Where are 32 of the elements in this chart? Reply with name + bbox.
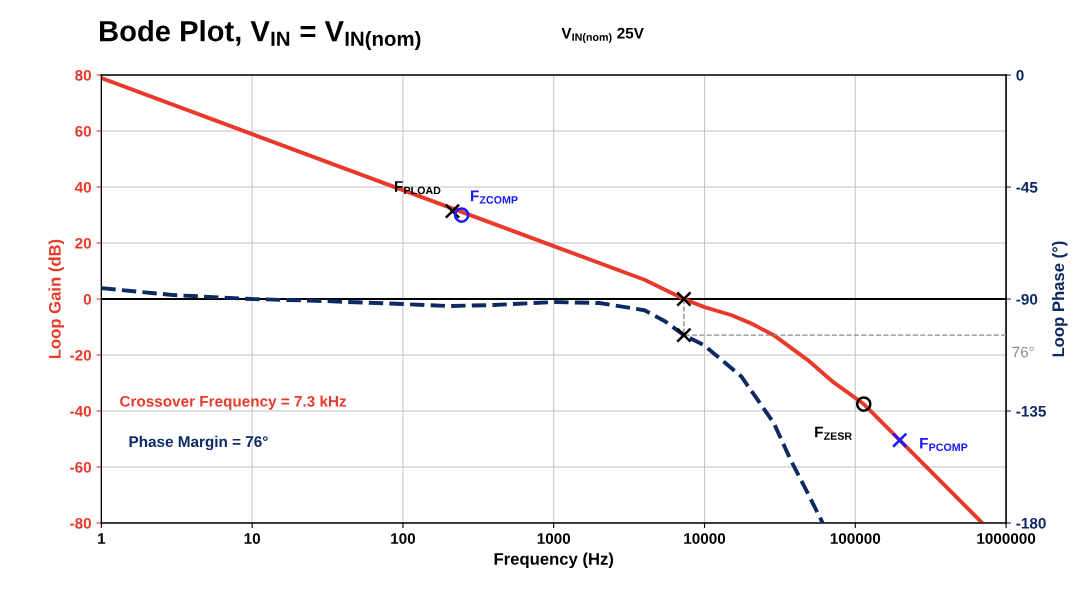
y-tick-label: 20 — [75, 237, 92, 249]
y-tick-label: -20 — [70, 349, 92, 361]
annotation: Phase Margin = 76° — [129, 435, 268, 451]
y-tick-label: 60 — [75, 125, 92, 137]
x-tick-label: 1000000 — [977, 533, 1036, 544]
x-tick-label: 10 — [244, 533, 261, 544]
y-tick-label: 40 — [74, 181, 92, 193]
x-tick-label: 100000 — [830, 533, 881, 544]
x-tick-label: 1 — [98, 533, 106, 544]
y2-tick-label: -45 — [1016, 182, 1038, 193]
y-tick-label: 0 — [83, 293, 92, 305]
y2-tick-label: -180 — [1016, 517, 1046, 529]
series-label: F$_{ZESR}$ — [815, 426, 852, 440]
y2-tick-label: -90 — [1016, 293, 1038, 305]
y-tick-label: 80 — [75, 69, 92, 81]
y2-tick-label: 0 — [1016, 69, 1024, 81]
x-tick-label: 100 — [391, 533, 416, 544]
y2-tick-label: -135 — [1016, 405, 1046, 417]
y-axis-title: Loop Gain (dB) — [48, 239, 65, 359]
y2-axis-title: Loop Phase (°) — [1051, 241, 1068, 357]
y-tick-label: -40 — [70, 405, 92, 417]
annotation: Crossover Frequency = 7.3 kHz — [120, 395, 347, 410]
y-tick-label: -80 — [70, 517, 92, 529]
series-label: F$_{PCOMP}$ — [920, 437, 968, 451]
y-tick-label: -60 — [70, 461, 92, 473]
series-label: 76° — [1012, 346, 1034, 358]
chart-title: Bode Plot, V$_{IN}$ = V$_{IN(nom)}$ — [100, 20, 421, 51]
x-axis-title: Frequency (Hz) — [494, 552, 614, 569]
x-tick-label: 10000 — [684, 533, 726, 544]
series-label: F$_{ZCOMP}$ — [470, 190, 518, 204]
x-tick-label: 1000 — [537, 533, 571, 544]
chart-subtitle: V$_{IN(nom)}$ 25V — [561, 27, 644, 44]
